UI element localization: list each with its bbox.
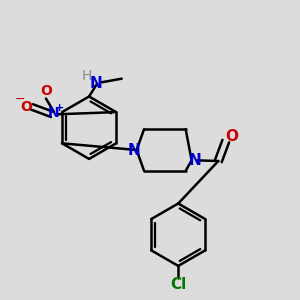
Text: +: + — [55, 103, 64, 113]
Text: N: N — [90, 76, 103, 91]
Text: H: H — [82, 69, 92, 83]
Text: N: N — [127, 142, 140, 158]
Text: N: N — [48, 106, 59, 120]
Text: O: O — [40, 84, 52, 98]
Text: O: O — [225, 129, 238, 144]
Text: N: N — [188, 153, 201, 168]
Text: Cl: Cl — [170, 277, 186, 292]
Text: O: O — [21, 100, 33, 114]
Text: −: − — [15, 93, 26, 106]
